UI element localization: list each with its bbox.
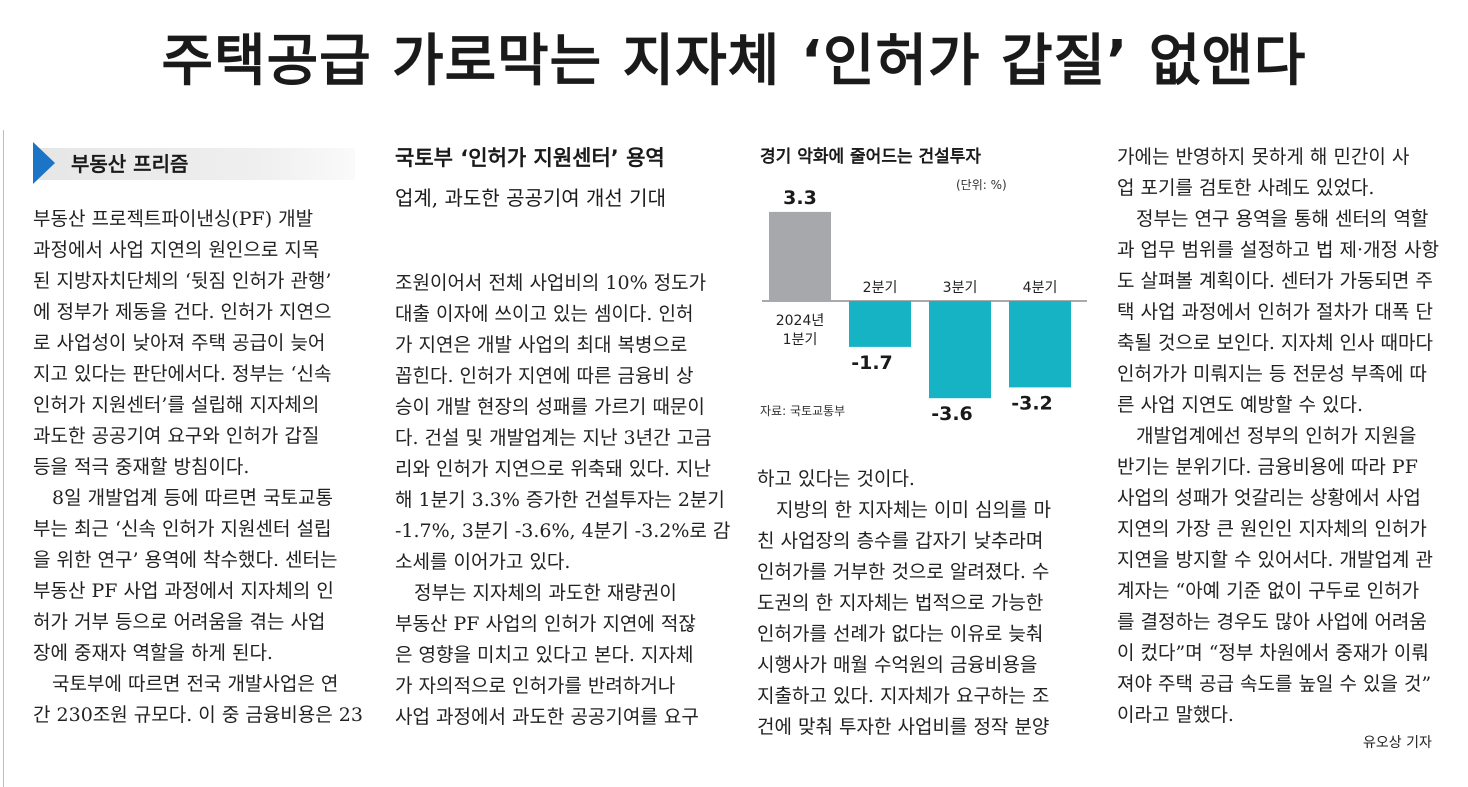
- paragraph-line: 부동산 PF 사업 과정에서 지자체의 인: [33, 580, 334, 602]
- paragraph-line: 지방의 한 지자체는 이미 심의를 마: [776, 499, 1051, 521]
- paragraph-line: -1.7%, 3분기 -3.6%, 4분기 -3.2%로 감: [395, 520, 731, 542]
- paragraph-line: 로 사업성이 낮아져 주택 공급이 늦어: [33, 332, 326, 354]
- paragraph-line: 꼽힌다. 인허가 지연에 따른 금융비 상: [395, 365, 694, 387]
- paragraph-line: 대출 이자에 쓰이고 있는 셈이다. 인허: [395, 303, 694, 325]
- paragraph-line: 승이 개발 현장의 성패를 가르기 때문이: [395, 396, 705, 418]
- paragraph-line: 허가 거부 등으로 어려움을 겪는 사업: [33, 611, 326, 633]
- paragraph-line: 인허가 지원센터’를 설립해 지자체의: [33, 394, 320, 416]
- paragraph-line: 가 지연은 개발 사업의 최대 복병으로: [395, 334, 688, 356]
- paragraph-line: 를 결정하는 경우도 많아 사업에 어려움: [1117, 611, 1427, 633]
- chart-source: 자료: 국토교통부: [760, 404, 846, 418]
- paragraph-line: 지연을 방지할 수 있어서다. 개발업계 관: [1117, 549, 1433, 571]
- paragraph-line: 축될 것으로 보인다. 지자체 인사 때마다: [1117, 332, 1433, 354]
- paragraph-line: 업 포기를 검토한 사례도 있었다.: [1117, 177, 1375, 199]
- paragraph-line: 부동산 프로젝트파이낸싱(PF) 개발: [33, 208, 314, 230]
- section-banner-background: [33, 148, 355, 180]
- paragraph-line: 인허가를 거부한 것으로 알려졌다. 수: [757, 561, 1050, 583]
- chart-unit-label: (단위: %): [956, 178, 1007, 192]
- paragraph-line: 된 지방자치단체의 ‘뒷짐 인허가 관행’: [33, 270, 332, 292]
- subheadline-primary: 국토부 ‘인허가 지원센터’ 용역: [395, 146, 665, 170]
- data-label: -1.7: [851, 352, 893, 374]
- data-label: 3.3: [783, 187, 817, 209]
- paragraph-line: 을 위한 연구’ 용역에 착수했다. 센터는: [33, 549, 338, 571]
- section-label: 부동산 프리즘: [71, 152, 189, 176]
- paragraph-line: 져야 주택 공급 속도를 높일 수 있을 것”: [1117, 673, 1432, 695]
- paragraph-line: 부동산 PF 사업의 인허가 지연에 적잖: [395, 613, 696, 635]
- paragraph-line: 리와 인허가 지연으로 위축돼 있다. 지난: [395, 458, 711, 480]
- data-label: -3.6: [931, 403, 973, 425]
- paragraph-line: 도 살펴볼 계획이다. 센터가 가동되면 주: [1117, 270, 1433, 292]
- paragraph-line: 조원이어서 전체 사업비의 10% 정도가: [395, 272, 707, 294]
- category-label: 2024년 1분기: [776, 313, 825, 348]
- chart-title: 경기 악화에 줄어드는 건설투자: [760, 147, 982, 167]
- data-label: -3.2: [1011, 392, 1053, 414]
- paragraph-line: 정부는 지자체의 과도한 재량권이: [414, 582, 677, 604]
- subheadline-secondary: 업계, 과도한 공공기여 개선 기대: [395, 186, 666, 210]
- chart-bar: [769, 211, 831, 301]
- category-label-line: 1분기: [783, 332, 818, 348]
- paragraph-line: 하고 있다는 것이다.: [757, 468, 915, 490]
- paragraph-line: 시행사가 매월 수억원의 금융비용을: [757, 654, 1038, 676]
- category-label: 4분기: [1023, 280, 1058, 296]
- paragraph-line: 다. 건설 및 개발업계는 지난 3년간 고금: [395, 427, 712, 449]
- paragraph-line: 은 영향을 미치고 있다고 본다. 지자체: [395, 644, 694, 666]
- category-label-line: 2024년: [776, 313, 825, 329]
- chart-bar: [849, 301, 911, 347]
- paragraph-line: 8일 개발업계 등에 따르면 국토교통: [52, 487, 333, 509]
- paragraph-line: 해 1분기 3.3% 증가한 건설투자는 2분기: [395, 489, 725, 511]
- paragraph-line: 정부는 연구 용역을 통해 센터의 역할: [1136, 208, 1429, 230]
- paragraph-line: 사업 과정에서 과도한 공공기여를 요구: [395, 706, 699, 728]
- paragraph-line: 과도한 공공기여 요구와 인허가 갑질: [33, 425, 320, 447]
- paragraph-line: 친 사업장의 층수를 갑자기 낮추라며: [757, 530, 1044, 552]
- chart-bar: [1009, 301, 1071, 388]
- byline: 유오상 기자: [1363, 735, 1432, 751]
- paragraph-line: 국토부에 따르면 전국 개발사업은 연: [52, 673, 339, 695]
- paragraph-line: 인허가가 미뤄지는 등 전문성 부족에 따: [1117, 363, 1427, 385]
- page-left-border: [3, 130, 4, 787]
- headline: 주택공급 가로막는 지자체 ‘인허가 갑질’ 없앤다: [161, 29, 1307, 94]
- paragraph-line: 건에 맞춰 투자한 사업비를 정작 분양: [757, 716, 1050, 738]
- triangle-marker-icon: [33, 142, 55, 184]
- paragraph-line: 가 자의적으로 인허가를 반려하거나: [395, 675, 676, 697]
- paragraph-line: 사업의 성패가 엇갈리는 상황에서 사업: [1117, 487, 1421, 509]
- paragraph-line: 과 업무 범위를 설정하고 법 제·개정 사항: [1117, 239, 1439, 261]
- section-banner: 부동산 프리즘: [33, 142, 355, 184]
- paragraph-line: 가에는 반영하지 못하게 해 민간이 사: [1117, 146, 1410, 168]
- paragraph-line: 인허가를 선례가 없다는 이유로 늦춰: [757, 623, 1044, 645]
- category-label: 2분기: [863, 280, 898, 296]
- paragraph-line: 개발업계에선 정부의 인허가 지원을: [1136, 425, 1417, 447]
- paragraph-line: 장에 중재자 역할을 하게 된다.: [33, 642, 273, 664]
- paragraph-line: 이라고 말했다.: [1117, 704, 1234, 726]
- paragraph-line: 에 정부가 제동을 건다. 인허가 지연으: [33, 301, 332, 323]
- paragraph-line: 지고 있다는 판단에서다. 정부는 ‘신속: [33, 363, 332, 385]
- paragraph-line: 반기는 분위기다. 금융비용에 따라 PF: [1117, 456, 1418, 478]
- paragraph-line: 택 사업 과정에서 인허가 절차가 대폭 단: [1117, 301, 1433, 323]
- paragraph-line: 이 컸다”며 “정부 차원에서 중재가 이뤄: [1117, 642, 1429, 664]
- paragraph-line: 부는 최근 ‘신속 인허가 지원센터 설립: [33, 518, 332, 540]
- category-label: 3분기: [943, 280, 978, 296]
- paragraph-line: 지연의 가장 큰 원인인 지자체의 인허가: [1117, 518, 1427, 540]
- bar-chart: 3.3 2024년 1분기 -1.7 2분기 -3.6 3분기 -3.2 4분기: [762, 187, 1087, 425]
- paragraph-line: 도권의 한 지자체는 법적으로 가능한: [757, 592, 1044, 614]
- chart-bar: [929, 301, 991, 399]
- paragraph-line: 지출하고 있다. 지자체가 요구하는 조: [757, 685, 1050, 707]
- paragraph-line: 소세를 이어가고 있다.: [395, 551, 571, 573]
- paragraph-line: 른 사업 지연도 예방할 수 있다.: [1117, 394, 1363, 416]
- paragraph-line: 계자는 “아예 기준 없이 구두로 인허가: [1117, 580, 1420, 602]
- paragraph-line: 과정에서 사업 지연의 원인으로 지목: [33, 239, 320, 261]
- paragraph-line: 등을 적극 중재할 방침이다.: [33, 456, 250, 478]
- paragraph-line: 간 230조원 규모다. 이 중 금융비용은 23: [33, 704, 363, 726]
